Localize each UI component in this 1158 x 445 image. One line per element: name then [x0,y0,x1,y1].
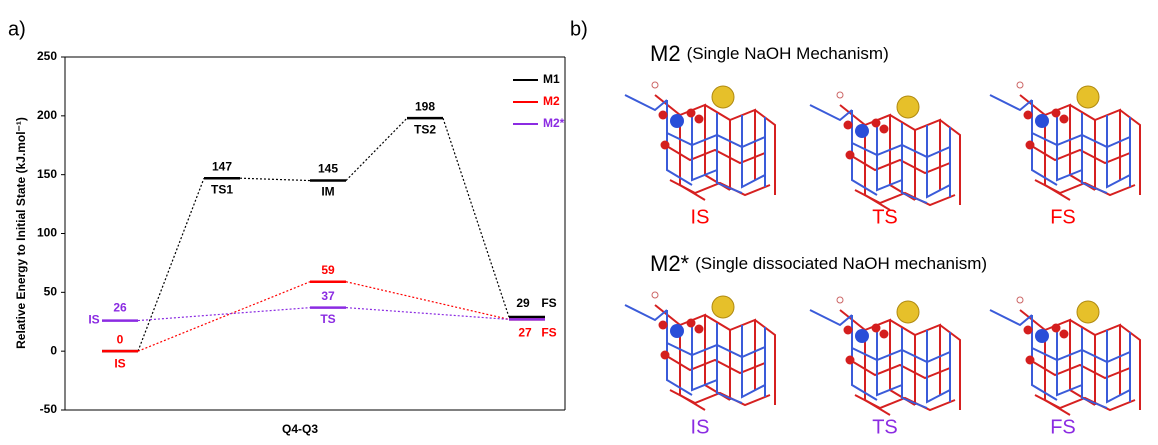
panel-label: a) [8,18,26,40]
state-label: IS [691,206,710,228]
title-sub: (Single dissociated NaOH mechanism) [695,254,987,273]
state-label: TS [872,206,898,228]
y-tick-label: 250 [37,49,57,63]
stage-label: TS1 [211,182,233,196]
y-tick-label: 50 [44,285,58,299]
value-label: 27 [518,326,532,340]
stage-label: FS [541,296,556,310]
state-label: FS [1050,416,1076,438]
stage-label: IS [114,356,125,370]
connector [346,118,407,180]
state-label: TS [872,416,898,438]
value-label: 0 [117,332,124,346]
row-title: M2 (Single NaOH Mechanism) [650,41,889,66]
legend-label: M1 [543,72,560,86]
y-tick-label: -50 [40,402,58,416]
value-label: 37 [321,289,335,303]
title-main: M2* [650,251,690,276]
connector [138,178,204,351]
value-label: 145 [318,162,338,176]
y-tick-label: 0 [50,343,57,357]
stage-label: FS [541,326,556,340]
y-tick-label: 100 [37,226,57,240]
stage-label: IM [321,185,334,199]
y-axis-label: Relative Energy to Initial State (kJ.mol… [14,117,28,349]
legend-label: M2 [543,94,560,108]
title-sub: (Single NaOH Mechanism) [687,44,889,63]
title-main: M2 [650,41,681,66]
value-label: 29 [516,296,530,310]
connector [138,308,310,321]
x-axis-label: Q4-Q3 [282,422,318,436]
stage-label: TS2 [414,122,436,136]
structures [625,82,1140,415]
value-label: 59 [321,263,335,277]
connector [346,308,509,320]
state-label: FS [1050,206,1076,228]
row-title: M2* (Single dissociated NaOH mechanism) [650,251,987,276]
stage-label: IS [88,313,99,327]
value-label: 26 [113,301,127,315]
stage-label: TS [320,312,335,326]
value-label: 147 [212,159,232,173]
legend-label: M2* [543,116,565,130]
connector [443,118,509,317]
y-tick-label: 150 [37,167,57,181]
y-tick-label: 200 [37,108,57,122]
value-label: 198 [415,99,435,113]
state-label: IS [691,416,710,438]
connector [240,178,310,180]
figure: a) b) Q4-Q3 Relative Energy to Initial S… [0,0,1158,440]
panel-label: b) [570,18,588,40]
connector [138,282,310,351]
